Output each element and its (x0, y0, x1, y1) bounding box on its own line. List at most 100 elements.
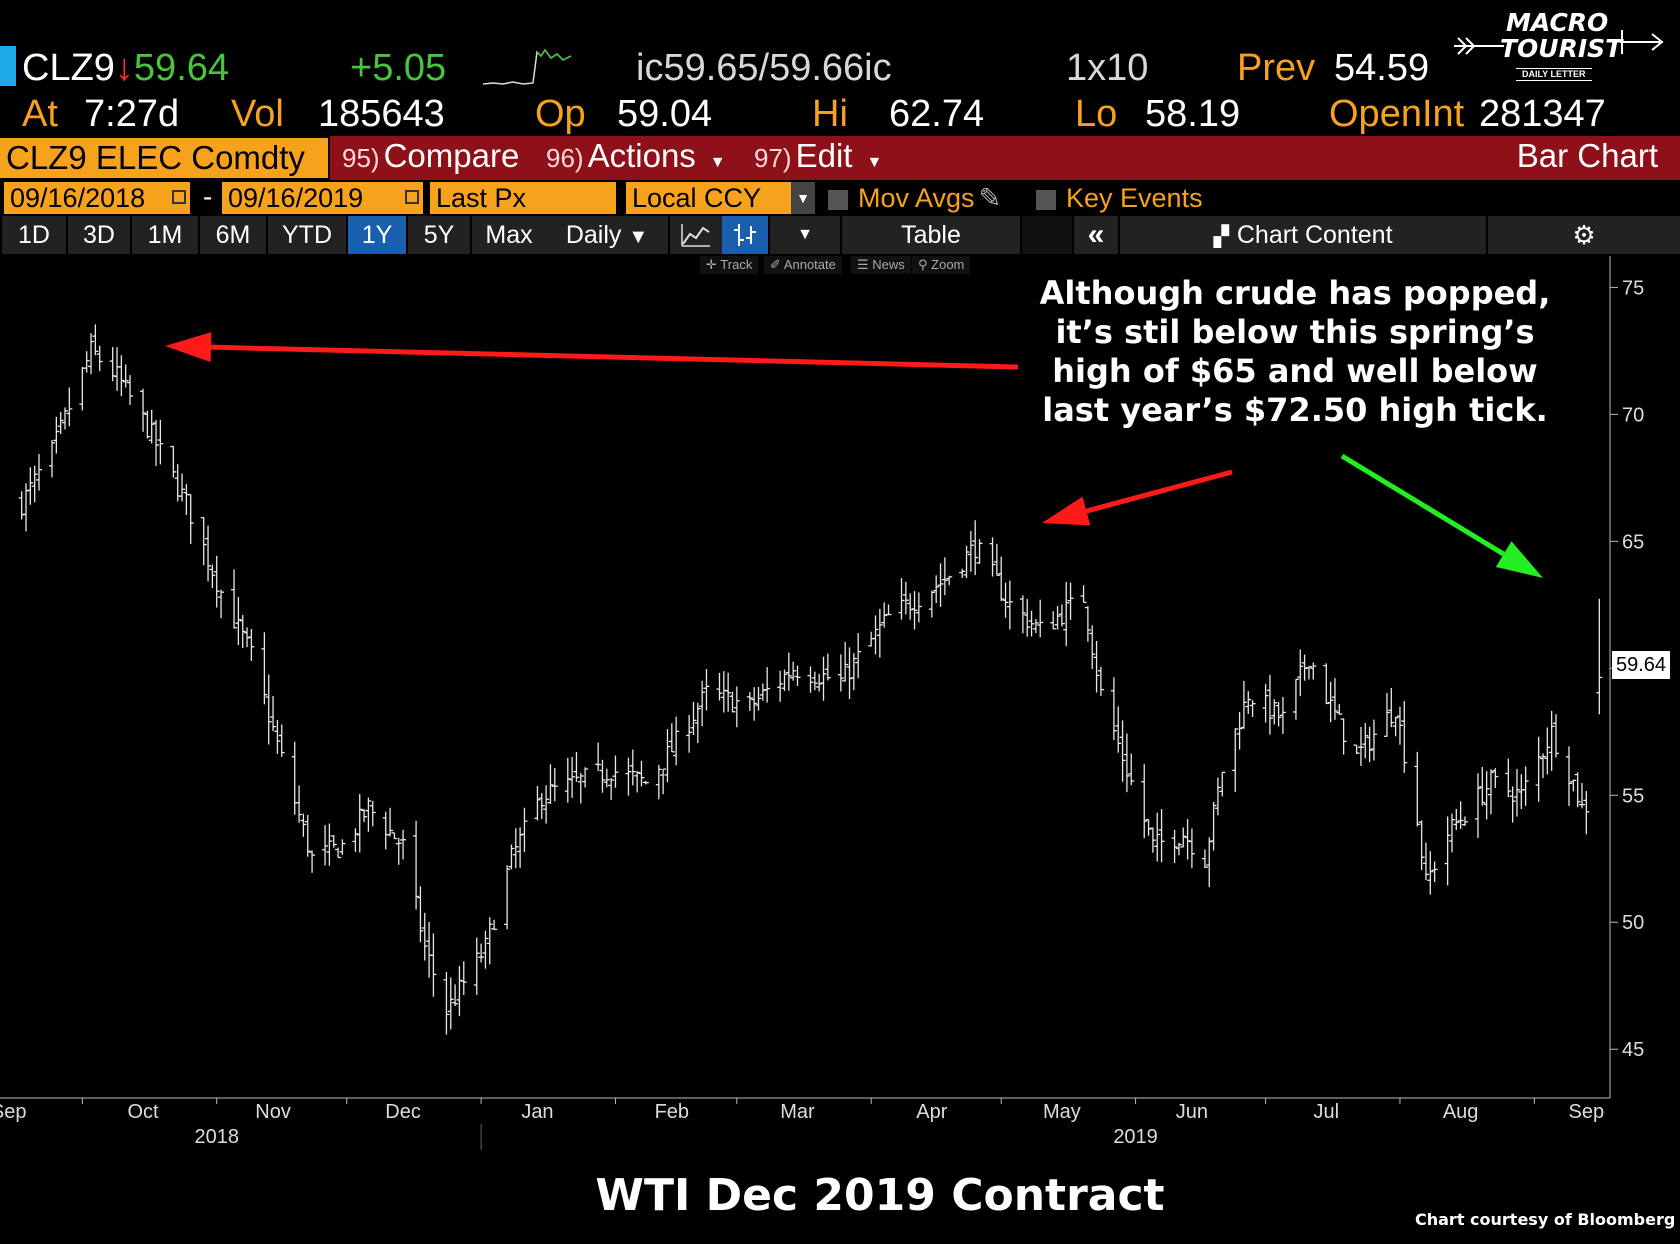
chart-content-label: Chart Content (1236, 221, 1393, 249)
ohlc-bar (690, 701, 697, 736)
x-year-label: 2018 (194, 1126, 239, 1148)
annotate-label: Annotate (783, 257, 836, 272)
ohlc-bar (612, 755, 619, 788)
ohlc-bar (1145, 819, 1152, 836)
security-field[interactable]: CLZ9 ELEC Comdty (0, 138, 328, 178)
annotate-tool[interactable]: ✐ Annotate (764, 256, 842, 274)
y-tick-label: 45 (1622, 1039, 1644, 1061)
actions-menu[interactable]: 96) Actions ▼ (534, 136, 746, 180)
range-button-6m[interactable]: 6M (200, 216, 267, 254)
ohlc-bar (447, 977, 454, 1030)
ohlc-bar (49, 439, 56, 478)
compare-menu[interactable]: 95) Compare (330, 136, 538, 180)
range-button-1y[interactable]: 1Y (348, 216, 407, 254)
zoom-label: Zoom (931, 257, 965, 272)
vol-value: 185643 (318, 93, 445, 135)
ticker: CLZ9 (22, 47, 115, 89)
range-button-5y[interactable]: 5Y (408, 216, 471, 254)
ohlc-bar (1245, 691, 1252, 715)
edit-menu[interactable]: 97) Edit ▼ (742, 136, 902, 180)
range-button-1m[interactable]: 1M (132, 216, 199, 254)
ohlc-bar (291, 741, 298, 815)
edit-number: 97) (754, 143, 792, 173)
ohlc-bar (1123, 733, 1130, 793)
ohlc-bar (27, 467, 34, 505)
ohlc-bar (1171, 829, 1178, 864)
x-month-label: Nov (255, 1101, 291, 1123)
ohlc-bar (1297, 649, 1304, 697)
collapse-icon[interactable]: « (1074, 216, 1119, 254)
ohlc-bar (1128, 753, 1135, 786)
ohlc-bar (846, 647, 853, 700)
ohlc-bar (361, 809, 368, 822)
ohlc-bar (1310, 662, 1317, 680)
chart-content-button[interactable]: ▞ Chart Content (1120, 216, 1487, 254)
ohlc-bar (564, 757, 571, 803)
news-tool[interactable]: ☰ News (851, 256, 911, 274)
ohlc-bar (517, 827, 524, 868)
range-button-max[interactable]: Max (472, 216, 547, 254)
bar-chart-icon[interactable] (722, 216, 769, 254)
range-button-ytd[interactable]: YTD (268, 216, 347, 254)
line-chart-icon[interactable] (670, 216, 723, 254)
ohlc-bar (1383, 692, 1390, 737)
ohlc-bar (1084, 606, 1091, 642)
ohlc-bar (1535, 736, 1542, 802)
caret-down-icon: ▼ (628, 226, 649, 248)
ohlc-bar (1479, 766, 1486, 806)
ohlc-bar (140, 388, 147, 432)
zoom-tool[interactable]: ⚲ Zoom (912, 256, 971, 274)
x-axis: Sep Oct Nov Dec Jan Feb Mar Apr May Jun Jul Aug Sep 2… (0, 1097, 1610, 1150)
ohlc-bar (365, 797, 372, 832)
track-tool[interactable]: ✛ Track (700, 256, 759, 274)
ohlc-bar (1596, 598, 1603, 715)
ohlc-bar (625, 757, 632, 796)
ohlc-bar (322, 825, 329, 866)
table-button[interactable]: Table (842, 216, 1021, 254)
key-events-toggle[interactable]: Key Events (1036, 182, 1203, 214)
ohlc-bar (1210, 801, 1217, 851)
ohlc-bar (603, 768, 610, 788)
ohlc-bar (1097, 666, 1104, 696)
logo-line-2: TOURIST (1500, 34, 1623, 63)
ohlc-bar (1305, 666, 1312, 680)
green-arrow-to-latest-bar (1340, 453, 1543, 578)
period-select[interactable]: Daily ▼ (546, 216, 669, 254)
settings-gear-icon[interactable]: ⚙ (1488, 216, 1680, 254)
ohlc-bar (153, 419, 160, 467)
red-arrow-to-2018-high-shaft (210, 344, 1019, 370)
annotation-line: it’s stil below this spring’s (1055, 313, 1535, 351)
ohlc-bar (1336, 704, 1343, 715)
ohlc-bar (582, 767, 589, 788)
ohlc-bar (1453, 808, 1460, 830)
ohlc-bar (300, 813, 307, 837)
ohlc-bar (1184, 819, 1191, 860)
field-select[interactable]: Last Px (430, 182, 616, 214)
x-month-label: Dec (385, 1101, 421, 1123)
ohlc-bar (335, 847, 342, 859)
ohlc-bar (1583, 791, 1590, 835)
macro-tourist-logo: MACRO TOURIST DAILY LETTER (1452, 8, 1672, 88)
end-date-field[interactable]: 09/16/2019 (222, 182, 423, 214)
start-date-field[interactable]: 09/16/2018 (4, 182, 190, 214)
range-button-1d[interactable]: 1D (2, 216, 67, 254)
ohlc-bar (1249, 700, 1256, 718)
compare-number: 95) (342, 143, 380, 173)
ohlc-bar (1149, 827, 1156, 853)
ohlc-bar (642, 780, 649, 785)
compare-label: Compare (383, 137, 520, 174)
currency-select[interactable]: Local CCY ▼ (626, 182, 815, 214)
ohlc-bar (144, 410, 151, 439)
ohlc-bar (504, 865, 511, 930)
ohlc-bar (664, 729, 671, 783)
ohlc-bar (898, 578, 905, 620)
mov-avgs-toggle[interactable]: Mov Avgs ✎ (828, 182, 1001, 214)
x-month-label: Feb (655, 1101, 689, 1123)
ohlc-bar (1388, 687, 1395, 728)
chart-style-caret-icon[interactable]: ▼ (770, 216, 841, 254)
red-arrow-to-2018-high (165, 332, 1019, 370)
ohlc-bar (837, 654, 844, 692)
ohlc-bar (79, 366, 86, 411)
ohlc-bar (1301, 654, 1308, 681)
range-button-3d[interactable]: 3D (68, 216, 131, 254)
